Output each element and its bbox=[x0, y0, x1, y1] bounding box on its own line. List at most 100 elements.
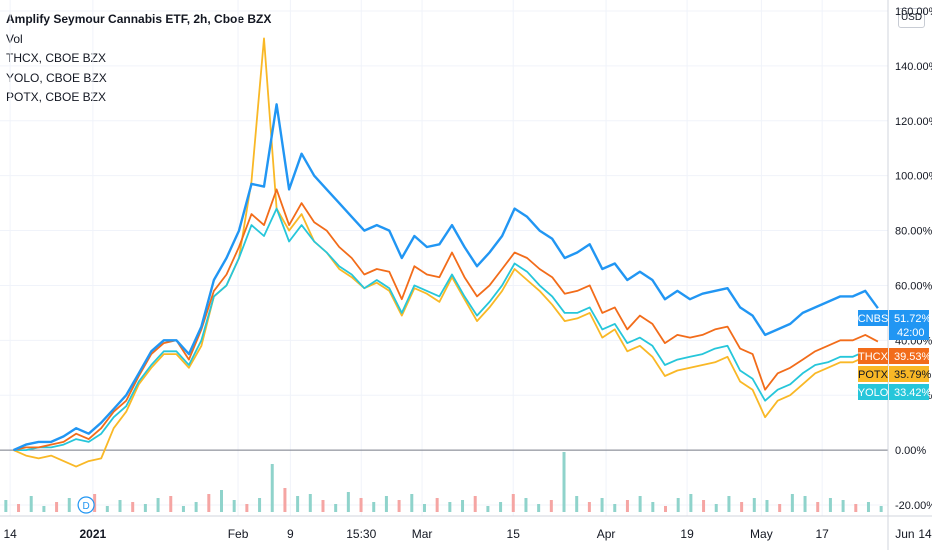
y-tick-label: 80.00% bbox=[895, 226, 932, 238]
x-tick-label: 14 bbox=[918, 527, 932, 541]
volume-bar bbox=[105, 506, 109, 512]
y-tick-label: 120.00% bbox=[895, 116, 932, 128]
price-tag-symbol: POTX bbox=[858, 369, 889, 381]
price-tag-potx[interactable]: POTX 35.79% bbox=[858, 366, 932, 382]
volume-bar bbox=[422, 504, 426, 512]
volume-bar bbox=[854, 504, 858, 512]
series-line-yolo[interactable] bbox=[13, 207, 879, 452]
volume-bar bbox=[816, 502, 820, 512]
volume-bar bbox=[448, 502, 452, 512]
volume-bar bbox=[549, 500, 553, 512]
volume-bar bbox=[118, 500, 122, 512]
volume-bar bbox=[194, 502, 198, 512]
volume-bar bbox=[55, 502, 59, 512]
price-tag-symbol-box bbox=[858, 348, 888, 364]
series-line-potx[interactable] bbox=[13, 37, 879, 468]
volume-bar bbox=[790, 494, 794, 512]
volume-bar bbox=[613, 504, 617, 512]
volume-bar bbox=[181, 506, 185, 512]
volume-bar bbox=[473, 496, 477, 512]
volume-bar bbox=[689, 494, 693, 512]
legend-compare-thcx[interactable]: THCX, CBOE BZX bbox=[6, 51, 107, 65]
volume-bar bbox=[511, 494, 515, 512]
volume-bar bbox=[296, 496, 300, 512]
volume-bar bbox=[765, 500, 769, 512]
volume-bar bbox=[841, 500, 845, 512]
volume-bar bbox=[131, 502, 135, 512]
volume-bar bbox=[42, 506, 46, 512]
volume-bar bbox=[435, 498, 439, 512]
y-tick-label: -20.00% bbox=[895, 500, 932, 512]
volume-bar bbox=[270, 464, 274, 512]
price-tag-symbol: CNBS bbox=[858, 313, 889, 325]
price-tag-symbol-box bbox=[858, 384, 888, 400]
volume-bar bbox=[410, 494, 414, 512]
price-tag-value: 39.53% bbox=[894, 351, 932, 363]
dividend-marker-icon[interactable] bbox=[77, 496, 95, 514]
volume-bar bbox=[778, 504, 782, 512]
x-tick-label: May bbox=[750, 527, 773, 541]
volume-bar bbox=[283, 488, 287, 512]
volume-bar bbox=[232, 500, 236, 512]
volume-bar bbox=[4, 500, 8, 512]
volume-bar bbox=[17, 504, 21, 512]
volume-bar bbox=[587, 502, 591, 512]
x-tick-label: Feb bbox=[228, 527, 249, 541]
x-tick-label: 14 bbox=[3, 527, 17, 541]
volume-bar bbox=[499, 502, 503, 512]
volume-bar bbox=[359, 498, 363, 512]
price-tag-symbol-box bbox=[858, 366, 888, 382]
price-tag-symbol: THCX bbox=[858, 351, 889, 363]
volume-bar bbox=[727, 496, 731, 512]
y-tick-label: 160.00% bbox=[895, 6, 932, 18]
volume-bar bbox=[220, 490, 223, 512]
price-tag-yolo[interactable]: YOLO 33.42% bbox=[858, 384, 932, 400]
y-tick-label: 100.00% bbox=[895, 171, 932, 183]
volume-bar bbox=[372, 502, 376, 512]
volume-bar bbox=[169, 496, 173, 512]
series-line-cnbs[interactable] bbox=[13, 103, 879, 452]
x-tick-label: 2021 bbox=[80, 527, 107, 541]
legend-compare-potx[interactable]: POTX, CBOE BZX bbox=[6, 90, 107, 104]
price-tag-value-box bbox=[889, 310, 929, 340]
volume-bar bbox=[346, 492, 350, 512]
price-tag-symbol: YOLO bbox=[858, 387, 889, 399]
price-tag-value: 51.72% bbox=[894, 313, 932, 325]
currency-button[interactable]: USD bbox=[898, 8, 925, 28]
x-tick-label: 15 bbox=[507, 527, 521, 541]
x-tick-label: Jun bbox=[895, 527, 914, 541]
volume-bar bbox=[207, 494, 211, 512]
volume-bar bbox=[600, 498, 604, 512]
dividend-marker-label: D bbox=[82, 501, 89, 512]
price-tag-value-box bbox=[889, 348, 929, 364]
price-tag-countdown: 42:00 bbox=[897, 327, 925, 339]
legend-compare-yolo[interactable]: YOLO, CBOE BZX bbox=[6, 70, 107, 85]
volume-bar bbox=[879, 506, 883, 512]
price-tag-symbol-box bbox=[858, 310, 888, 326]
volume-bar bbox=[29, 496, 33, 512]
volume-bar bbox=[461, 500, 465, 512]
legend-main-symbol[interactable]: Amplify Seymour Cannabis ETF, 2h, Cboe B… bbox=[6, 12, 272, 26]
volume-bar bbox=[625, 500, 629, 512]
price-tag-cnbs[interactable]: CNBS 51.72% 42:00 bbox=[858, 310, 932, 340]
volume-bar bbox=[562, 452, 566, 512]
price-tag-value-box bbox=[889, 384, 929, 400]
volume-bar bbox=[803, 496, 807, 512]
price-tag-value: 35.79% bbox=[894, 369, 932, 381]
chart-legend: Amplify Seymour Cannabis ETF, 2h, Cboe B… bbox=[6, 10, 271, 108]
volume-bar bbox=[752, 498, 756, 512]
volume-bar bbox=[67, 498, 71, 512]
x-tick-label: 17 bbox=[815, 527, 829, 541]
price-tag-thcx[interactable]: THCX 39.53% bbox=[858, 348, 932, 364]
y-tick-label: 60.00% bbox=[895, 280, 932, 292]
volume-bar bbox=[308, 494, 312, 512]
volume-bar bbox=[638, 496, 642, 512]
x-tick-label: Apr bbox=[597, 527, 616, 541]
volume-bar bbox=[258, 498, 262, 512]
y-tick-label: 0.00% bbox=[895, 445, 926, 457]
volume-bar bbox=[93, 494, 97, 512]
volume-bar bbox=[575, 496, 579, 512]
volume-bar bbox=[321, 500, 325, 512]
series-line-thcx[interactable] bbox=[13, 188, 879, 451]
